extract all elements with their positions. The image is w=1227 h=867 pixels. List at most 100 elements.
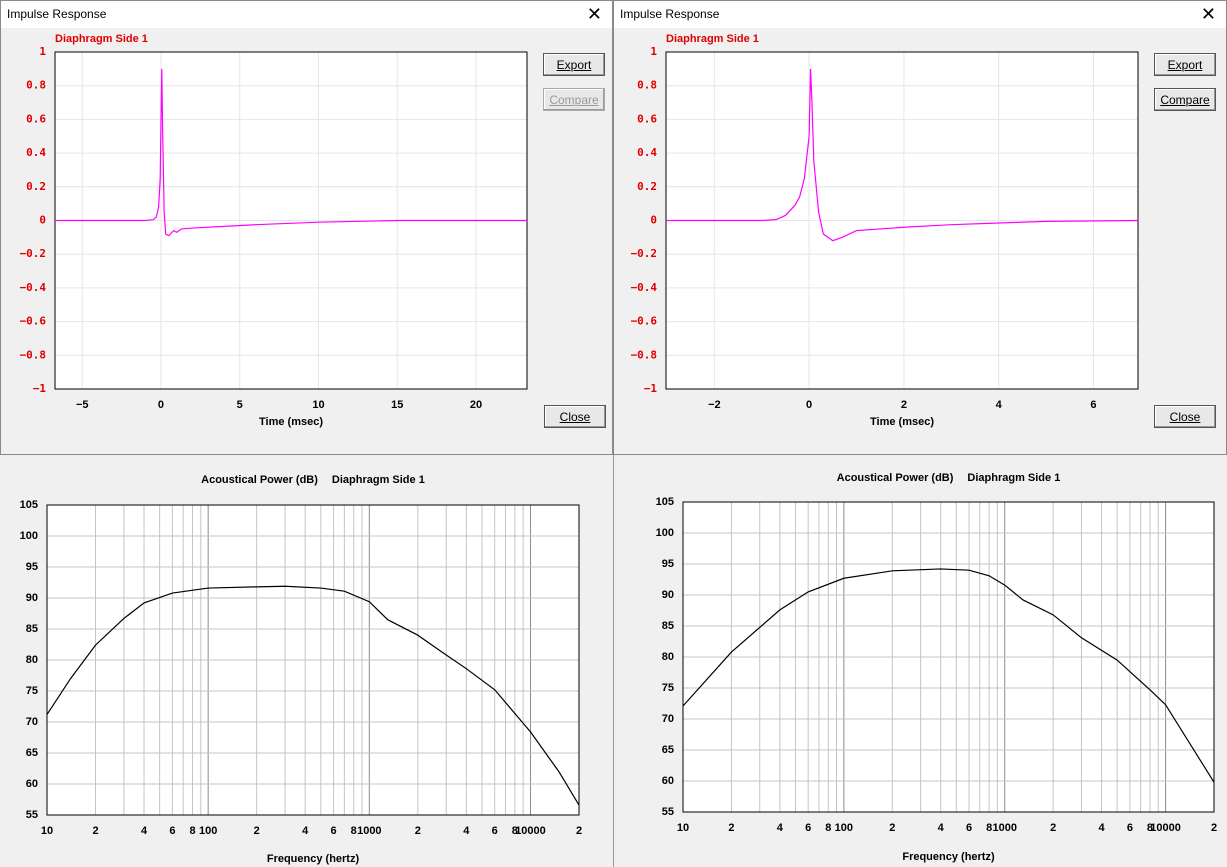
x-tick-label: 2 <box>1050 822 1056 834</box>
x-axis-label: Time (msec) <box>259 416 323 428</box>
x-tick-label: 2 <box>901 399 907 411</box>
y-tick-label: 80 <box>662 651 674 663</box>
x-tick-label: 4 <box>141 825 148 837</box>
x-axis-label: Time (msec) <box>870 416 934 428</box>
series-name: Diaphragm Side 1 <box>967 472 1060 484</box>
close-button[interactable]: Close <box>1154 405 1216 428</box>
y-tick-label: 55 <box>662 806 674 818</box>
y-tick-label: 1 <box>39 45 46 58</box>
series-line <box>682 568 1215 783</box>
series-name: Diaphragm Side 1 <box>332 474 425 486</box>
y-tick-label: 0.8 <box>26 79 46 92</box>
plot-border <box>46 504 580 816</box>
x-tick-label: 2 <box>576 825 582 837</box>
x-axis-label: Frequency (hertz) <box>902 851 995 863</box>
y-tick-label: −0.8 <box>20 348 47 361</box>
y-tick-label: 70 <box>662 713 674 725</box>
y-tick-label: 80 <box>26 654 38 666</box>
x-tick-label: 2 <box>728 822 734 834</box>
x-tick-label: 5 <box>237 399 243 411</box>
y-tick-label: −0.8 <box>631 348 658 361</box>
series-line <box>55 68 527 237</box>
x-tick-label: 2 <box>415 825 421 837</box>
y-tick-label: 100 <box>20 530 38 542</box>
x-tick-label: 10 <box>312 399 324 411</box>
y-tick-label: 0.6 <box>637 112 657 125</box>
y-tick-label: 105 <box>20 499 38 511</box>
y-tick-label: −0.4 <box>631 281 658 294</box>
x-axis-label: Frequency (hertz) <box>267 853 360 865</box>
compare-button: Compare <box>543 88 605 111</box>
y-tick-label: 0.6 <box>26 112 46 125</box>
divider <box>613 455 614 867</box>
x-tick-label: 100 <box>199 825 217 837</box>
y-tick-label: 95 <box>662 558 674 570</box>
title-text: Acoustical Power (dB) <box>837 472 954 484</box>
y-tick-label: 55 <box>26 809 38 821</box>
x-tick-label: 8 <box>825 822 831 834</box>
y-tick-label: 65 <box>26 747 38 759</box>
plot-border <box>682 501 1215 813</box>
x-tick-label: 10000 <box>1150 822 1181 834</box>
close-icon[interactable]: ✕ <box>1200 4 1216 24</box>
x-tick-label: 20 <box>470 399 482 411</box>
y-tick-label: 1 <box>650 45 657 58</box>
y-tick-label: 60 <box>26 778 38 790</box>
y-tick-label: 0.2 <box>637 180 657 193</box>
y-tick-label: 95 <box>26 561 38 573</box>
x-tick-label: 6 <box>966 822 972 834</box>
x-tick-label: 4 <box>938 822 945 834</box>
x-tick-label: 2 <box>92 825 98 837</box>
y-tick-label: −0.6 <box>631 315 658 328</box>
x-tick-label: 4 <box>302 825 309 837</box>
series-label: Diaphragm Side 1 <box>55 33 148 45</box>
y-tick-label: 105 <box>656 496 674 508</box>
x-tick-label: 6 <box>1127 822 1133 834</box>
x-tick-label: 8 <box>351 825 357 837</box>
x-tick-label: 100 <box>835 822 853 834</box>
x-tick-label: 4 <box>777 822 784 834</box>
x-tick-label: 2 <box>889 822 895 834</box>
x-tick-label: 2 <box>254 825 260 837</box>
x-tick-label: 8 <box>1147 822 1153 834</box>
x-tick-label: 1000 <box>992 822 1016 834</box>
y-tick-label: 0 <box>650 214 657 227</box>
close-icon[interactable]: ✕ <box>586 4 602 24</box>
y-tick-label: 0.4 <box>26 146 46 159</box>
x-tick-label: 6 <box>169 825 175 837</box>
x-tick-label: 15 <box>391 399 403 411</box>
window-title: Impulse Response <box>620 7 720 21</box>
x-tick-label: 8 <box>986 822 992 834</box>
y-tick-label: 0 <box>39 214 46 227</box>
y-tick-label: −0.2 <box>631 247 658 260</box>
export-button[interactable]: Export <box>543 53 605 76</box>
export-button[interactable]: Export <box>1154 53 1216 76</box>
y-tick-label: 90 <box>26 592 38 604</box>
x-tick-label: −2 <box>708 399 721 411</box>
x-tick-label: −5 <box>76 399 89 411</box>
x-tick-label: 4 <box>463 825 470 837</box>
x-tick-label: 0 <box>158 399 164 411</box>
y-tick-label: 75 <box>662 682 674 694</box>
x-tick-label: 6 <box>1090 399 1096 411</box>
x-tick-label: 10 <box>677 822 689 834</box>
x-tick-label: 8 <box>512 825 518 837</box>
y-tick-label: 65 <box>662 744 674 756</box>
chart-title: Acoustical Power (dB) Diaphragm Side 1 <box>201 474 425 486</box>
x-tick-label: 1000 <box>357 825 381 837</box>
y-tick-label: −1 <box>644 382 658 395</box>
x-tick-label: 4 <box>996 399 1003 411</box>
title-bar: Impulse Response ✕ <box>1 1 612 28</box>
series-line <box>666 68 1139 242</box>
x-tick-label: 6 <box>805 822 811 834</box>
x-tick-label: 4 <box>1099 822 1106 834</box>
y-tick-label: 60 <box>662 775 674 787</box>
chart-title: Acoustical Power (dB) Diaphragm Side 1 <box>837 472 1061 484</box>
title-text: Acoustical Power (dB) <box>201 474 318 486</box>
x-tick-label: 10000 <box>515 825 546 837</box>
compare-button[interactable]: Compare <box>1154 88 1216 111</box>
close-button[interactable]: Close <box>544 405 606 428</box>
window-title: Impulse Response <box>7 7 107 21</box>
y-tick-label: 70 <box>26 716 38 728</box>
